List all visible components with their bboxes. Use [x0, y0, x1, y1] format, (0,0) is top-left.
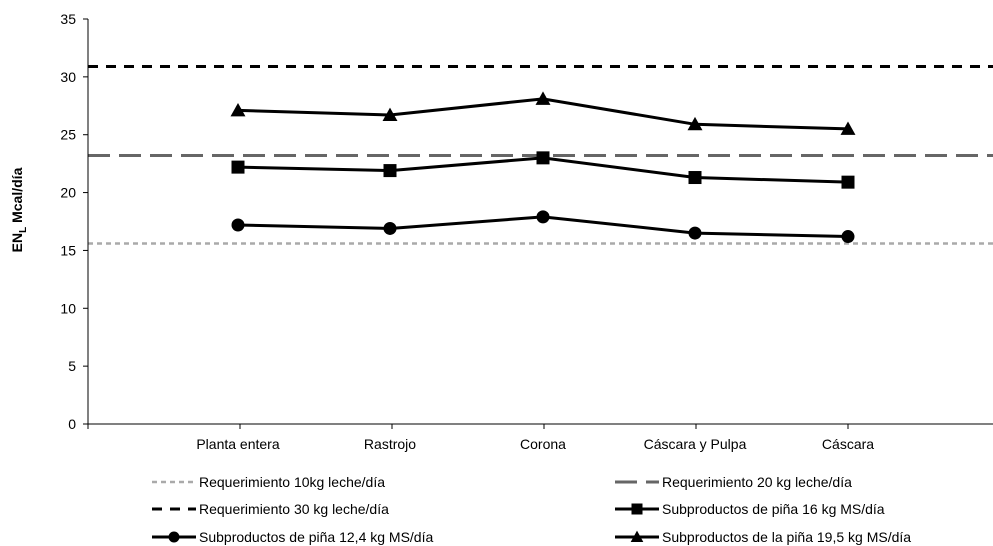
- x-tick-label: Cáscara y Pulpa: [644, 436, 747, 452]
- data-point-circle: [536, 210, 550, 224]
- data-point-triangle: [687, 116, 703, 131]
- data-point-square: [536, 151, 550, 165]
- legend-label: Requerimiento 10kg leche/día: [199, 474, 385, 490]
- x-tick-label: Cáscara: [822, 436, 874, 452]
- y-axis-label: ENL Mcal/día: [9, 167, 29, 252]
- legend-item: Subproductos de la piña 19,5 kg MS/día: [615, 529, 911, 545]
- axes: 0 5 10 15 20 25 30 35 Planta entera Rastrojo Coron…: [60, 11, 993, 452]
- data-point-triangle: [382, 107, 398, 122]
- data-point-circle: [168, 531, 180, 543]
- y-tick-label: 15: [60, 242, 76, 258]
- series-layer: [230, 91, 856, 244]
- legend-item: Subproductos de piña 12,4 kg MS/día: [152, 529, 433, 545]
- legend-label: Subproductos de piña 12,4 kg MS/día: [199, 529, 433, 545]
- data-point-triangle: [840, 121, 856, 135]
- legend-item: Requerimiento 10kg leche/día: [152, 474, 385, 490]
- y-tick-label: 5: [68, 358, 76, 374]
- legend-item: Subproductos de piña 16 kg MS/día: [615, 501, 885, 517]
- legend: Requerimiento 10kg leche/día Requerimient…: [152, 474, 911, 545]
- legend-label: Requerimiento 30 kg leche/día: [199, 501, 389, 517]
- x-tick-label: Planta entera: [196, 436, 279, 452]
- legend-item: Requerimiento 20 kg leche/día: [615, 474, 852, 490]
- data-point-triangle: [535, 91, 551, 105]
- data-point-square: [231, 160, 245, 174]
- series-circle: [231, 210, 855, 244]
- y-tick-label: 0: [68, 416, 76, 432]
- data-point-square: [688, 171, 702, 185]
- y-tick-label: 10: [60, 300, 76, 316]
- x-tick-label: Rastrojo: [364, 436, 416, 452]
- data-point-circle: [688, 226, 702, 240]
- data-point-circle: [231, 218, 245, 232]
- data-point-triangle: [630, 530, 644, 543]
- data-point-circle: [383, 221, 397, 235]
- series-square: [231, 151, 855, 189]
- legend-label: Requerimiento 20 kg leche/día: [662, 474, 852, 490]
- y-tick-label: 25: [60, 127, 76, 143]
- y-tick-label: 35: [60, 11, 76, 27]
- legend-item: Requerimiento 30 kg leche/día: [152, 501, 389, 517]
- legend-label: Subproductos de piña 16 kg MS/día: [662, 501, 885, 517]
- legend-label: Subproductos de la piña 19,5 kg MS/día: [662, 529, 911, 545]
- x-tick-label: Corona: [520, 436, 566, 452]
- series-triangle: [230, 91, 856, 135]
- data-point-square: [841, 175, 855, 189]
- data-point-square: [383, 164, 397, 178]
- y-tick-label: 30: [60, 69, 76, 85]
- data-point-circle: [841, 230, 855, 244]
- y-tick-label: 20: [60, 185, 76, 201]
- data-point-square: [631, 503, 643, 515]
- data-point-triangle: [230, 102, 246, 117]
